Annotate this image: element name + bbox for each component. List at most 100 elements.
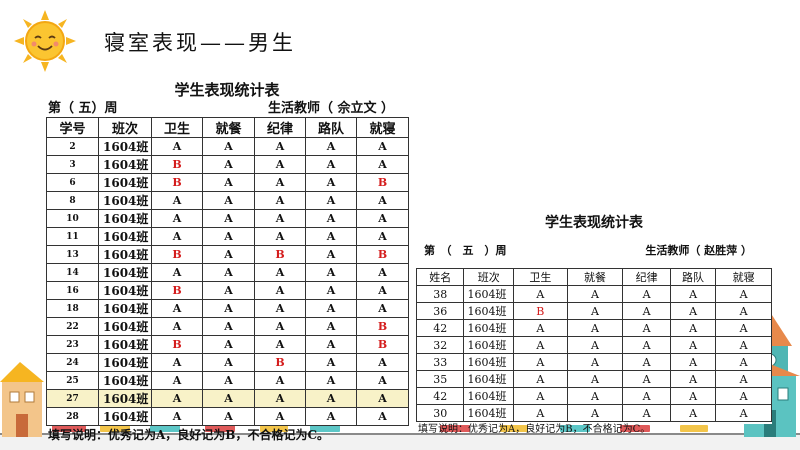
grade-cell: A (305, 317, 357, 336)
ground-tile (440, 425, 470, 432)
column-header: 纪律 (622, 268, 671, 286)
grade-cell: A (305, 227, 357, 246)
student-id-cell: 35 (415, 370, 465, 388)
grade-cell: A (202, 245, 255, 264)
table-row: 32 1604班 A A A A A (415, 336, 772, 354)
grade-cell: A (715, 404, 772, 422)
grade-cell: A (151, 371, 203, 390)
table-row: 36 1604班 B A A A A (415, 302, 772, 320)
student-id-cell: 23 (46, 335, 99, 354)
student-id-cell: 8 (46, 191, 99, 210)
grade-cell: A (151, 209, 203, 228)
class-cell: 1604班 (98, 173, 152, 192)
student-id-cell: 6 (46, 173, 99, 192)
grade-cell: A (566, 285, 624, 303)
grade-cell: A (622, 319, 671, 337)
grade-cell: A (669, 387, 717, 405)
slide-title: 寝室表现——男生 (104, 31, 296, 55)
fill-instructions: 填写说明：优秀记为A，良好记为B，不合格记为C。 (418, 424, 651, 435)
grade-cell: A (202, 335, 255, 354)
grade-cell: B (254, 353, 306, 372)
table-row: 35 1604班 A A A A A (415, 370, 772, 388)
column-header: 就餐 (566, 268, 624, 286)
grade-cell: A (356, 155, 409, 174)
table-info-row: 第（ 五）周 生活教师（ 佘立文 ） (46, 100, 408, 117)
grade-cell: A (513, 336, 568, 354)
student-performance-table-left: 学生表现统计表 第（ 五）周 生活教师（ 佘立文 ） 学号 班次 卫生 就餐 纪… (46, 80, 409, 442)
grade-cell: A (202, 137, 255, 156)
grade-cell: A (254, 155, 306, 174)
grade-cell: A (622, 353, 671, 371)
grade-cell: A (254, 335, 306, 354)
class-cell: 1604班 (98, 407, 152, 426)
grade-cell: A (202, 263, 255, 282)
grade-cell: A (151, 299, 203, 318)
grade-cell: A (715, 336, 772, 354)
class-cell: 1604班 (98, 245, 152, 264)
grade-cell: A (513, 353, 568, 371)
table-info-row: 第 （ 五 ）周 生活教师（ 赵胜萍 ） (416, 238, 772, 268)
table-body: 2 1604班 A A A A A 3 1604班 B A A A A 6 1604班 B A A A B 8 1604班 A… (46, 137, 409, 426)
grade-cell: A (513, 404, 568, 422)
week-label: 第（ 五）周 (48, 101, 118, 116)
grade-cell: A (669, 353, 717, 371)
column-header: 路队 (669, 268, 717, 286)
student-id-cell: 38 (415, 285, 465, 303)
grade-cell: A (202, 389, 255, 408)
grades-table: 姓名 班次 卫生 就餐 纪律 路队 就寝 38 1604班 A A A A A 36 1604班… (415, 268, 772, 422)
teacher-label: 生活教师（ 佘立文 ） (267, 101, 394, 116)
student-id-cell: 27 (46, 389, 99, 408)
grade-cell: A (513, 285, 568, 303)
column-header: 就寝 (356, 117, 409, 138)
grade-cell: A (356, 137, 409, 156)
student-id-cell: 2 (46, 137, 99, 156)
student-id-cell: 16 (46, 281, 99, 300)
table-row: 18 1604班 A A A A A (46, 299, 409, 318)
grade-cell: A (202, 227, 255, 246)
grade-cell: A (202, 173, 255, 192)
class-cell: 1604班 (98, 227, 152, 246)
grade-cell: A (356, 281, 409, 300)
class-cell: 1604班 (463, 319, 514, 337)
grade-cell: A (305, 299, 357, 318)
class-cell: 1604班 (98, 281, 152, 300)
class-cell: 1604班 (98, 299, 152, 318)
grade-cell: B (356, 317, 409, 336)
column-header: 学号 (46, 117, 99, 138)
table-row: 23 1604班 B A A A B (46, 335, 409, 354)
grade-cell: A (305, 335, 357, 354)
grade-cell: A (566, 353, 624, 371)
fill-instructions: 填写说明：优秀记为A，良好记为B，不合格记为C。 (48, 428, 330, 442)
grade-cell: A (669, 336, 717, 354)
column-header: 卫生 (513, 268, 568, 286)
grade-cell: B (356, 173, 409, 192)
class-cell: 1604班 (463, 370, 514, 388)
student-id-cell: 24 (46, 353, 99, 372)
grade-cell: A (356, 191, 409, 210)
grade-cell: A (305, 263, 357, 282)
student-id-cell: 11 (46, 227, 99, 246)
grade-cell: A (715, 319, 772, 337)
grade-cell: A (715, 353, 772, 371)
ground-tile (500, 425, 528, 432)
grade-cell: A (566, 387, 624, 405)
grade-cell: A (356, 227, 409, 246)
grade-cell: A (305, 407, 357, 426)
grade-cell: B (151, 281, 203, 300)
table-row: 8 1604班 A A A A A (46, 191, 409, 210)
grade-cell: A (513, 319, 568, 337)
grade-cell: A (151, 263, 203, 282)
grade-cell: B (151, 155, 203, 174)
class-cell: 1604班 (98, 335, 152, 354)
grade-cell: A (305, 191, 357, 210)
grade-cell: A (202, 281, 255, 300)
grade-cell: A (202, 353, 255, 372)
grade-cell: A (151, 317, 203, 336)
smiling-sun-icon (14, 10, 76, 72)
grade-cell: A (151, 227, 203, 246)
grade-cell: A (513, 370, 568, 388)
grade-cell: A (254, 281, 306, 300)
grade-cell: A (202, 155, 255, 174)
grade-cell: A (254, 317, 306, 336)
table-row: 25 1604班 A A A A A (46, 371, 409, 390)
